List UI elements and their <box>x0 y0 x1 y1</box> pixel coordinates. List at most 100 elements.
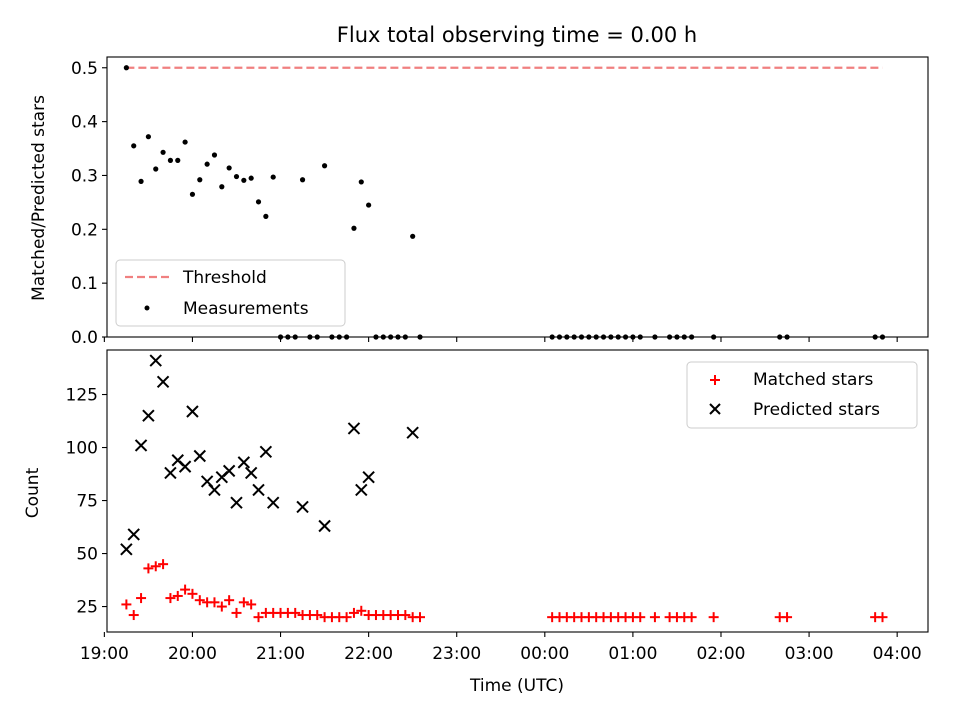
predicted-stars-marker <box>149 354 162 367</box>
measurement-point <box>131 143 137 149</box>
predicted-stars-marker-b <box>120 543 133 556</box>
matched-stars-marker <box>231 607 242 618</box>
count-x-tick-label: 21:00 <box>256 644 305 664</box>
ratio-y-tick-label: 0.3 <box>71 166 98 186</box>
matched-stars-marker <box>143 563 154 574</box>
predicted-stars-marker <box>208 483 221 497</box>
predicted-stars-marker <box>259 445 273 458</box>
predicted-stars-marker <box>244 466 258 480</box>
ratio-legend-box <box>115 259 346 327</box>
predicted-stars-marker <box>355 483 368 497</box>
predicted-stars-marker <box>178 460 192 473</box>
count-y-tick-label: 75 <box>76 492 98 512</box>
predicted-stars-marker <box>252 483 265 497</box>
count-plot-area: 25 50 75 100 125 19:00 20:00 21:00 22:00 23:00 00:… <box>66 354 922 664</box>
matched-stars-marker <box>290 607 301 618</box>
predicted-stars-marker-b <box>318 519 331 533</box>
predicted-stars-marker <box>362 471 375 484</box>
matched-stars-marker <box>400 610 411 621</box>
measurement-point <box>226 165 232 171</box>
count-x-tick-label: 00:00 <box>520 644 569 664</box>
predicted-stars-marker <box>164 466 177 480</box>
predicted-stars-marker <box>296 500 309 514</box>
matched-stars-marker <box>877 612 888 623</box>
count-x-tick-label: 19:00 <box>80 644 129 664</box>
measurement-point <box>351 225 357 231</box>
predicted-stars-marker-b <box>237 456 251 469</box>
measurement-point <box>358 179 364 185</box>
matched-stars-legend-label: Matched stars <box>753 370 873 390</box>
measurement-point <box>175 157 181 163</box>
predicted-stars-marker <box>237 456 251 469</box>
matched-stars-marker <box>356 605 367 616</box>
matched-stars-marker <box>238 597 249 608</box>
count-y-tick-label: 125 <box>66 386 98 406</box>
matched-stars-legend-swatch <box>710 375 720 385</box>
matched-stars-marker <box>187 588 198 599</box>
predicted-stars-marker-b <box>347 422 361 435</box>
measurement-point <box>182 139 188 145</box>
predicted-stars-marker-b <box>296 500 309 514</box>
measurement-point <box>321 163 328 169</box>
matched-stars-marker <box>165 593 176 604</box>
matched-stars-marker <box>150 561 161 572</box>
predicted-stars-marker-b <box>156 375 170 389</box>
measurement-point <box>189 191 196 197</box>
matched-stars-marker <box>180 584 191 595</box>
matched-stars-marker <box>649 612 660 623</box>
predicted-stars-marker <box>230 496 243 509</box>
matched-stars-marker <box>246 599 257 610</box>
count-x-tick-label: 23:00 <box>432 644 481 664</box>
count-x-tick-label: 01:00 <box>608 644 657 664</box>
matched-stars-marker <box>194 595 205 606</box>
measurement-point <box>233 173 240 180</box>
threshold-legend-label: Threshold <box>182 268 267 288</box>
matched-stars-marker <box>341 612 352 623</box>
ratio-y-tick-label: 0.2 <box>71 220 98 240</box>
predicted-stars-marker <box>266 496 280 509</box>
measurement-point <box>241 177 247 183</box>
measurement-point <box>197 177 203 183</box>
predicted-stars-marker <box>186 405 199 418</box>
count-legend: Matched stars Predicted stars <box>686 361 918 429</box>
predicted-stars-marker-b <box>259 445 273 458</box>
predicted-stars-marker <box>318 519 331 533</box>
count-y-axis-label: Count <box>23 467 43 518</box>
predicted-stars-marker-b <box>200 475 214 488</box>
predicted-stars-marker <box>347 422 361 435</box>
predicted-stars-marker-b <box>127 528 140 541</box>
measurement-point <box>145 134 152 140</box>
predicted-stars-marker <box>127 528 140 541</box>
predicted-stars-marker <box>134 439 148 452</box>
measurement-point <box>366 202 372 208</box>
matched-stars-marker <box>172 590 183 601</box>
count-x-tick-label: 04:00 <box>873 644 922 664</box>
predicted-stars-marker-b <box>222 464 236 478</box>
matched-stars-marker <box>635 612 646 623</box>
predicted-stars-marker-b <box>186 405 199 418</box>
ratio-y-tick-label: 0.0 <box>71 328 98 348</box>
measurement-point <box>270 174 276 180</box>
predicted-stars-marker-b <box>252 483 265 497</box>
predicted-stars-marker-b <box>171 454 184 467</box>
matched-stars-marker <box>686 612 697 623</box>
predicted-stars-marker-b <box>355 483 368 497</box>
predicted-stars-legend-label: Predicted stars <box>753 400 880 420</box>
ratio-y-axis-label: Matched/Predicted stars <box>29 95 49 301</box>
count-y-tick-label: 25 <box>76 598 98 618</box>
measurement-point <box>204 161 210 167</box>
predicted-stars-marker-b <box>362 471 375 484</box>
ratio-axes-frame <box>106 56 929 338</box>
matched-stars-marker <box>216 601 227 612</box>
measurement-point <box>410 233 416 239</box>
predicted-stars-marker-b <box>149 354 162 367</box>
matched-stars-marker <box>253 612 264 623</box>
matched-stars-marker <box>708 612 719 623</box>
matched-stars-marker <box>782 612 793 623</box>
x-axis-label: Time (UTC) <box>469 676 564 696</box>
ratio-y-tick-label: 0.5 <box>71 59 98 79</box>
predicted-stars-marker-b <box>134 439 148 452</box>
predicted-stars-marker <box>142 409 155 422</box>
measurement-point <box>167 157 174 163</box>
count-x-tick-label: 22:00 <box>344 644 393 664</box>
